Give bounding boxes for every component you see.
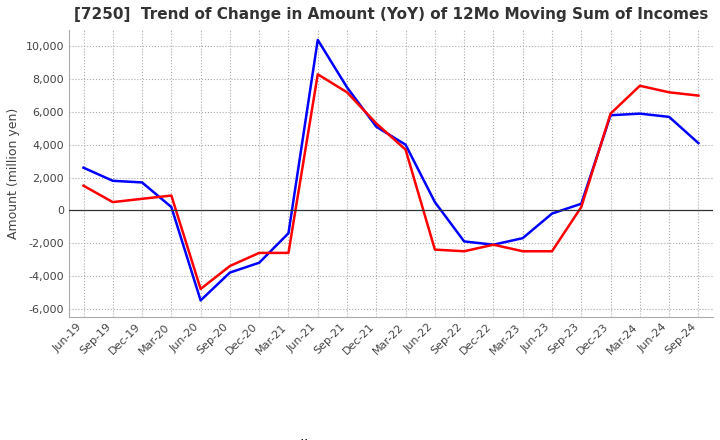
Ordinary Income	[694, 140, 703, 146]
Ordinary Income	[401, 142, 410, 147]
Ordinary Income	[225, 270, 234, 275]
Y-axis label: Amount (million yen): Amount (million yen)	[7, 108, 20, 239]
Net Income	[518, 249, 527, 254]
Net Income	[606, 111, 615, 116]
Ordinary Income	[518, 235, 527, 241]
Ordinary Income	[79, 165, 88, 170]
Ordinary Income	[636, 111, 644, 116]
Line: Net Income: Net Income	[84, 74, 698, 289]
Net Income	[665, 90, 673, 95]
Net Income	[694, 93, 703, 98]
Net Income	[460, 249, 469, 254]
Ordinary Income	[548, 211, 557, 216]
Ordinary Income	[431, 199, 439, 205]
Ordinary Income	[255, 260, 264, 265]
Ordinary Income	[109, 178, 117, 183]
Net Income	[167, 193, 176, 198]
Net Income	[197, 286, 205, 292]
Line: Ordinary Income: Ordinary Income	[84, 40, 698, 301]
Net Income	[109, 199, 117, 205]
Net Income	[255, 250, 264, 256]
Net Income	[313, 72, 322, 77]
Net Income	[284, 250, 293, 256]
Net Income	[79, 183, 88, 188]
Net Income	[577, 204, 585, 209]
Title: [7250]  Trend of Change in Amount (YoY) of 12Mo Moving Sum of Incomes: [7250] Trend of Change in Amount (YoY) o…	[73, 7, 708, 22]
Ordinary Income	[138, 180, 146, 185]
Net Income	[343, 90, 351, 95]
Ordinary Income	[460, 239, 469, 244]
Ordinary Income	[577, 201, 585, 206]
Net Income	[489, 242, 498, 247]
Ordinary Income	[343, 85, 351, 90]
Ordinary Income	[372, 124, 381, 129]
Net Income	[372, 121, 381, 126]
Net Income	[401, 147, 410, 152]
Net Income	[138, 196, 146, 202]
Net Income	[431, 247, 439, 252]
Ordinary Income	[197, 298, 205, 303]
Ordinary Income	[665, 114, 673, 120]
Ordinary Income	[167, 204, 176, 209]
Legend: Ordinary Income, Net Income: Ordinary Income, Net Income	[228, 434, 554, 440]
Net Income	[636, 83, 644, 88]
Ordinary Income	[606, 113, 615, 118]
Net Income	[548, 249, 557, 254]
Net Income	[225, 264, 234, 269]
Ordinary Income	[284, 231, 293, 236]
Ordinary Income	[313, 37, 322, 43]
Ordinary Income	[489, 242, 498, 247]
